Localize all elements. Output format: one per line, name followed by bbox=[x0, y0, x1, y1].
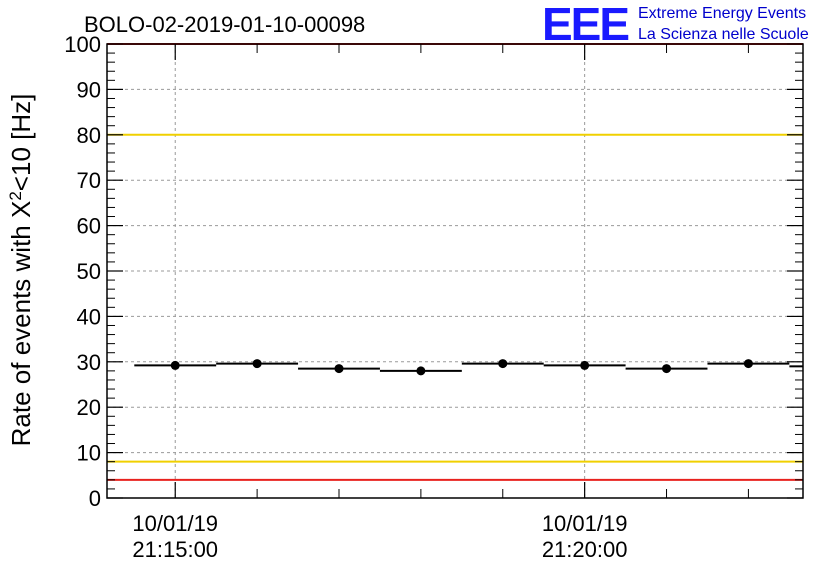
y-axis-label-prefix: Rate of events with X bbox=[6, 201, 36, 447]
y-tick-label: 0 bbox=[89, 486, 101, 511]
plot-frame bbox=[106, 43, 804, 499]
y-tick-label: 100 bbox=[64, 32, 101, 57]
y-tick-label: 50 bbox=[77, 259, 101, 284]
data-point bbox=[580, 360, 590, 370]
x-tick-label-time: 21:15:00 bbox=[132, 537, 218, 562]
y-tick-label: 40 bbox=[77, 304, 101, 329]
eee-logo: EEE Extreme Energy Events La Scienza nel… bbox=[542, 0, 809, 50]
grid bbox=[107, 44, 803, 498]
y-tick-label: 20 bbox=[77, 395, 101, 420]
y-tick-labels: 0 10 20 30 40 50 60 70 80 90 100 bbox=[64, 32, 101, 511]
logo-line2: La Scienza nelle Scuole bbox=[638, 26, 809, 43]
reference-lines bbox=[107, 43, 803, 481]
x-tick-label-date: 10/01/19 bbox=[132, 511, 218, 536]
y-tick-label: 10 bbox=[77, 441, 101, 466]
y-tick-label: 90 bbox=[77, 77, 101, 102]
data-point bbox=[743, 359, 753, 369]
y-tick-label: 60 bbox=[77, 214, 101, 239]
data-point bbox=[170, 360, 180, 370]
y-axis-label-superscript: 2 bbox=[6, 191, 25, 200]
chart-title: BOLO-02-2019-01-10-00098 bbox=[84, 12, 365, 37]
x-tick-label-date: 10/01/19 bbox=[542, 511, 628, 536]
data-points bbox=[134, 359, 803, 376]
data-point bbox=[498, 359, 508, 369]
y-tick-label: 30 bbox=[77, 350, 101, 375]
x-tick-label-time: 21:20:00 bbox=[542, 537, 628, 562]
data-point bbox=[334, 364, 344, 374]
data-point bbox=[252, 359, 262, 369]
y-tick-label: 80 bbox=[77, 123, 101, 148]
y-tick-label: 70 bbox=[77, 168, 101, 193]
logo-mark: EEE bbox=[542, 0, 628, 50]
logo-line1: Extreme Energy Events bbox=[638, 5, 806, 22]
y-axis-label: Rate of events with X2<10 [Hz] bbox=[6, 94, 37, 447]
y-axis-label-suffix: <10 [Hz] bbox=[6, 94, 36, 192]
data-point bbox=[416, 366, 426, 376]
data-point bbox=[662, 364, 672, 374]
